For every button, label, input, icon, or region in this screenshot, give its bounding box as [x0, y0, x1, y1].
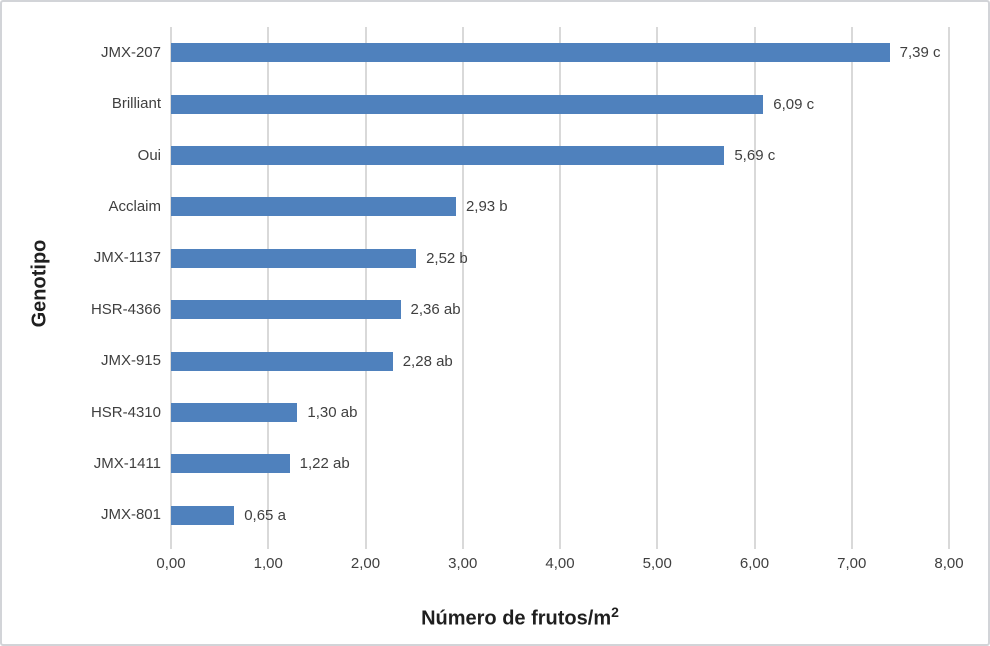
gridline	[267, 27, 270, 549]
bar	[171, 43, 890, 63]
gridline	[753, 27, 756, 549]
gridline	[656, 27, 659, 549]
x-tick-label: 1,00	[253, 555, 283, 572]
bar	[171, 403, 298, 422]
category-label: Acclaim	[108, 197, 161, 215]
bar	[171, 197, 456, 217]
x-tick-label: 4,00	[545, 555, 575, 572]
bar	[171, 300, 401, 320]
gridline	[948, 27, 950, 549]
bar	[171, 94, 764, 114]
x-tick-label: 3,00	[448, 555, 478, 572]
x-tick-label: 7,00	[837, 555, 867, 572]
value-label: 2,52 b	[426, 249, 468, 267]
value-label: 7,39 c	[899, 44, 941, 62]
plot-area	[170, 27, 950, 549]
category-label: JMX-1411	[93, 454, 161, 472]
x-tick-label: 0,00	[156, 555, 186, 572]
gridline	[850, 27, 853, 549]
gridline	[170, 27, 172, 549]
x-axis-title: Número de frutos/m2	[320, 604, 720, 631]
category-label: JMX-915	[100, 352, 161, 370]
category-label: HSR-4366	[90, 300, 161, 318]
x-tick-label: 5,00	[642, 555, 672, 572]
bar	[171, 351, 393, 371]
bar	[171, 454, 290, 474]
bar	[171, 505, 235, 525]
category-label: Brilliant	[111, 95, 161, 113]
value-label: 2,36 ab	[410, 301, 461, 319]
x-tick-label: 6,00	[739, 555, 770, 572]
bar	[171, 146, 725, 165]
value-label: 2,93 b	[465, 198, 508, 216]
x-tick-label: 8,00	[934, 555, 964, 572]
category-label: JMX-207	[100, 43, 161, 61]
category-label: HSR-4310	[90, 403, 161, 421]
x-axis-title-text: Número de frutos/m	[421, 607, 612, 630]
category-label: JMX-801	[100, 506, 161, 524]
value-label: 0,65 a	[244, 506, 286, 524]
bar	[171, 248, 417, 268]
x-axis-title-superscript: 2	[611, 604, 619, 620]
x-tick-label: 2,00	[350, 555, 381, 572]
gridline	[364, 27, 367, 549]
category-label: JMX-1137	[93, 249, 161, 267]
value-label: 1,22 ab	[299, 455, 350, 473]
category-label: Oui	[137, 146, 161, 164]
value-label: 1,30 ab	[307, 404, 358, 421]
value-label: 5,69 c	[734, 147, 776, 164]
gridline	[559, 27, 561, 549]
value-label: 2,28 ab	[402, 352, 453, 370]
gridline	[461, 27, 464, 549]
value-label: 6,09 c	[773, 95, 815, 113]
